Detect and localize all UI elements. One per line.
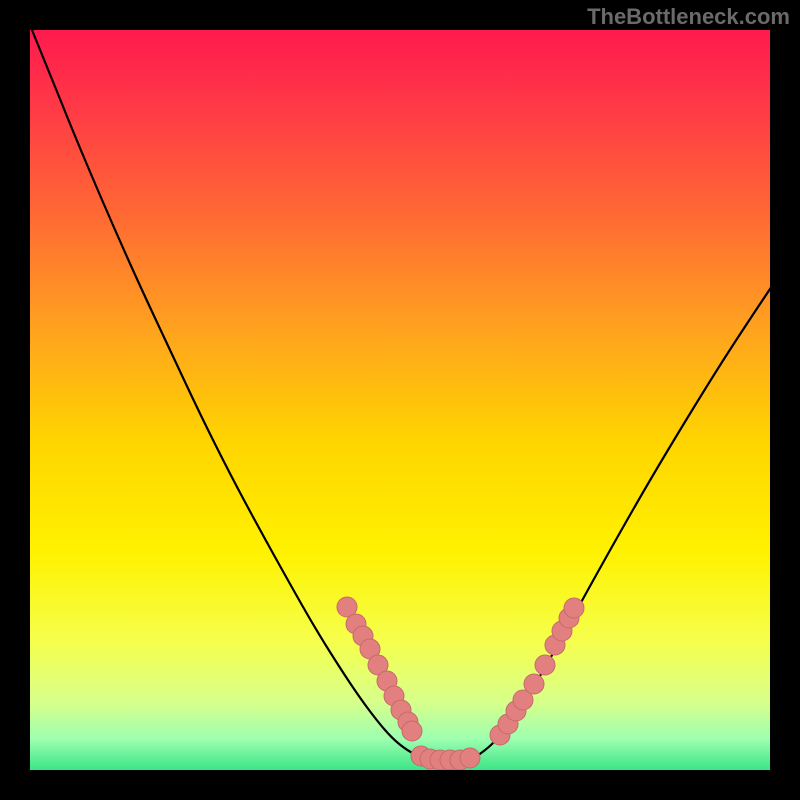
data-marker	[564, 598, 584, 618]
chart-container: TheBottleneck.com	[0, 0, 800, 800]
data-marker	[524, 674, 544, 694]
watermark-text: TheBottleneck.com	[587, 4, 790, 30]
bottleneck-chart	[0, 0, 800, 800]
data-marker	[402, 721, 422, 741]
data-marker	[460, 748, 480, 768]
data-marker	[535, 655, 555, 675]
plot-background	[30, 30, 776, 776]
